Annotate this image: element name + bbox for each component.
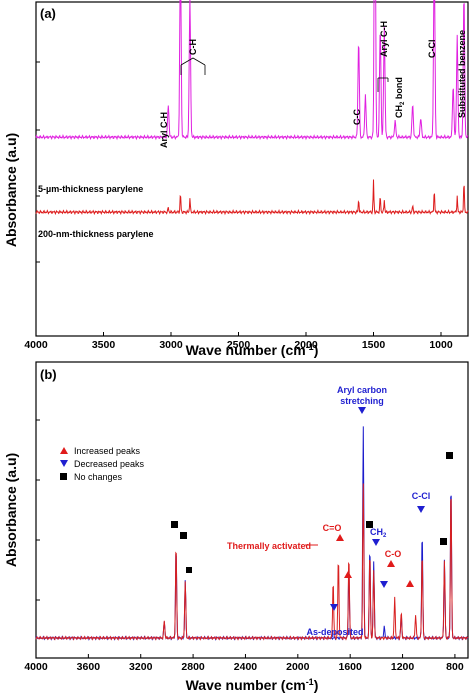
panel-a-label: (a) bbox=[40, 6, 56, 21]
x-tick-label: 1600 bbox=[339, 661, 363, 673]
x-tick-label: 4000 bbox=[24, 339, 48, 351]
panel-b-xlabel: Wave number (cm-1) bbox=[186, 677, 319, 693]
up-triangle-marker bbox=[336, 534, 344, 541]
down-triangle-marker bbox=[358, 407, 366, 414]
x-tick-label: 3500 bbox=[92, 339, 116, 351]
annot-cc: C-C bbox=[352, 109, 362, 125]
x-tick-label: 4000 bbox=[24, 661, 48, 673]
panel-a-xlabel: Wave number (cm-1) bbox=[186, 342, 319, 358]
series-200nm-parylene-line bbox=[35, 179, 469, 216]
series-5um-label: 5-µm-thickness parylene bbox=[38, 184, 143, 194]
down-triangle-marker bbox=[380, 581, 388, 588]
x-tick-label: 2000 bbox=[294, 339, 318, 351]
square-marker bbox=[186, 567, 192, 573]
annot-as-deposited: As-deposited bbox=[306, 627, 363, 637]
panel-b-markers bbox=[171, 407, 453, 611]
annot-aryl-carbon: Aryl carbon bbox=[337, 385, 387, 395]
panel-a-frame bbox=[35, 1, 469, 337]
annot-thermally-activated: Thermally activated bbox=[227, 541, 311, 551]
panel-b-x-ticks: 4000 3600 3200 2800 2400 2000 1600 1200 800 bbox=[24, 654, 464, 673]
panel-a-x-ticks: 4000 3500 3000 2500 2000 1500 1000 bbox=[24, 332, 453, 351]
panel-a-ylabel: Absorbance (a.u) bbox=[3, 133, 19, 247]
up-triangle-marker bbox=[344, 571, 352, 578]
square-marker bbox=[440, 538, 447, 545]
annot-ch2: CH2 bbox=[370, 527, 387, 539]
x-tick-label: 800 bbox=[446, 661, 464, 673]
series-5um-parylene-line bbox=[35, 0, 469, 141]
panel-b-y-ticks bbox=[36, 419, 40, 601]
annot-ch: C-H bbox=[188, 39, 198, 55]
annot-ccl: C-Cl bbox=[427, 40, 437, 59]
annot-ch-bracket bbox=[180, 57, 206, 66]
x-tick-label: 1000 bbox=[429, 339, 453, 351]
legend-decreased-label: Decreased peaks bbox=[74, 459, 145, 469]
x-tick-label: 3200 bbox=[129, 661, 153, 673]
legend-nochange-label: No changes bbox=[74, 472, 123, 482]
x-tick-label: 2400 bbox=[234, 661, 258, 673]
annot-c-o: C-O bbox=[385, 549, 402, 559]
down-triangle-marker bbox=[417, 506, 425, 513]
x-tick-label: 3600 bbox=[77, 661, 101, 673]
annot-aryl-ch-left: Aryl C-H bbox=[159, 112, 169, 148]
annot-c-double-o: C=O bbox=[323, 523, 342, 533]
x-tick-label: 2000 bbox=[286, 661, 310, 673]
square-marker bbox=[171, 521, 178, 528]
panel-b-ylabel: Absorbance (a.u) bbox=[3, 453, 19, 567]
panel-a: (a) Absorbance (a.u) Wave number (cm-1) … bbox=[3, 0, 469, 358]
x-tick-label: 3000 bbox=[159, 339, 183, 351]
panel-a-y-ticks bbox=[36, 61, 40, 263]
panel-b: (b) Absorbance (a.u) Wave number (cm-1) … bbox=[3, 361, 469, 693]
panel-b-frame bbox=[35, 361, 469, 659]
annot-substituted-benzene: Substituted benzene bbox=[457, 30, 467, 118]
legend-increased-label: Increased peaks bbox=[74, 446, 141, 456]
annot-ch2-bond: CH2 bond bbox=[394, 77, 406, 118]
panel-b-label: (b) bbox=[40, 367, 57, 382]
annot-stretching: stretching bbox=[340, 396, 384, 406]
down-triangle-marker bbox=[330, 604, 338, 611]
square-marker bbox=[446, 452, 453, 459]
square-marker bbox=[180, 532, 187, 539]
annot-ccl: C-Cl bbox=[412, 491, 431, 501]
legend-down-triangle-icon bbox=[60, 460, 68, 467]
annot-aryl-ch-right: Aryl C-H bbox=[379, 21, 389, 57]
x-tick-label: 2800 bbox=[181, 661, 205, 673]
square-marker bbox=[366, 521, 373, 528]
legend-up-triangle-icon bbox=[60, 447, 68, 454]
up-triangle-marker bbox=[406, 580, 414, 587]
series-200nm-label: 200-nm-thickness parylene bbox=[38, 229, 154, 239]
down-triangle-marker bbox=[372, 539, 380, 546]
up-triangle-marker bbox=[387, 560, 395, 567]
panel-b-legend: Increased peaks Decreased peaks No chang… bbox=[60, 446, 145, 482]
legend-square-icon bbox=[60, 473, 67, 480]
x-tick-label: 1200 bbox=[391, 661, 415, 673]
x-tick-label: 2500 bbox=[227, 339, 251, 351]
series-thermally-activated-line bbox=[35, 483, 469, 641]
x-tick-label: 1500 bbox=[362, 339, 386, 351]
